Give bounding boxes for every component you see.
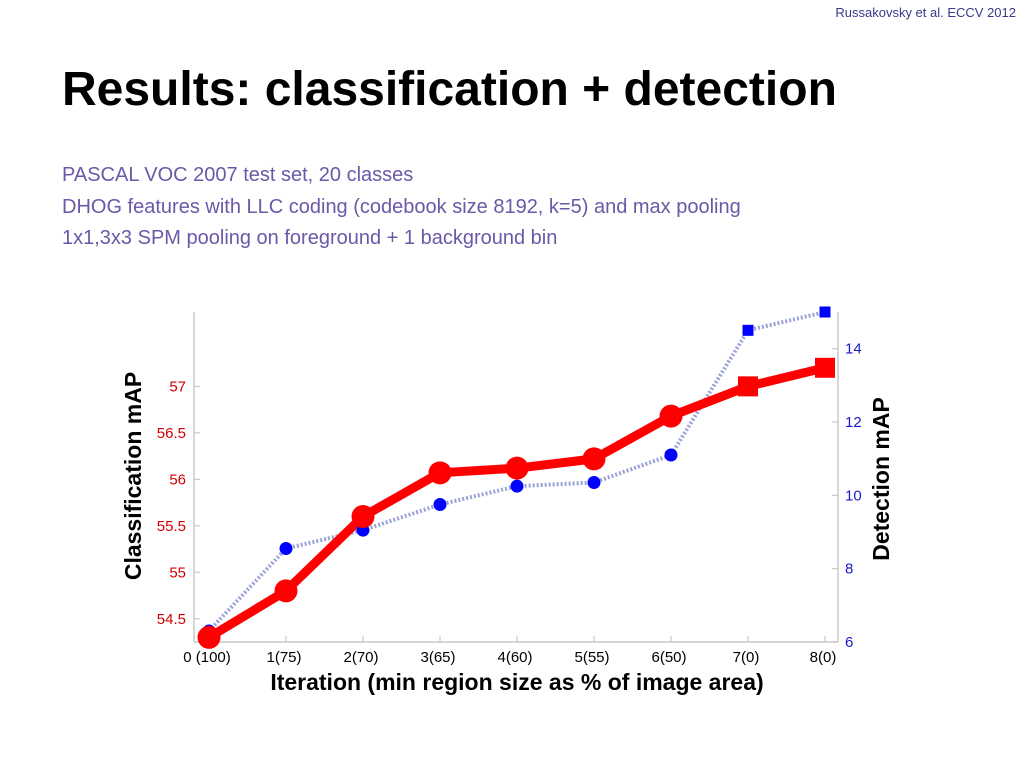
classification-series-line	[206, 363, 827, 642]
slide-title: Results: classification + detection	[62, 63, 837, 116]
right-tick-label: 10	[845, 487, 862, 504]
right-tick-label: 14	[845, 341, 862, 358]
classification-point	[197, 625, 221, 649]
y2-axis-title: Detection mAP	[868, 397, 894, 561]
right-tick-label: 6	[845, 634, 853, 651]
classification-point	[428, 461, 452, 485]
left-tick-label: 54.5	[157, 611, 186, 628]
x-tick-label: 0 (100)	[183, 649, 231, 666]
classification-point	[659, 404, 683, 428]
subtitle-line-dataset: PASCAL VOC 2007 test set, 20 classes	[62, 164, 414, 186]
detection-point	[510, 479, 524, 493]
detection-point	[742, 324, 754, 336]
classification-point	[505, 456, 529, 480]
left-tick-label: 56.5	[157, 425, 186, 442]
right-axis-ticks: 6 8 10 12 14	[832, 341, 862, 651]
detection-point	[664, 448, 678, 462]
classification-point	[738, 376, 758, 397]
subtitle-line-features: DHOG features with LLC coding (codebook …	[62, 195, 741, 218]
detection-point	[819, 306, 831, 318]
subtitle-block: PASCAL VOC 2007 test set, 20 classes DHO…	[62, 160, 741, 255]
x-tick-label: 1(75)	[266, 649, 301, 666]
x-tick-label: 2(70)	[343, 649, 378, 666]
x-tick-label: 6(50)	[651, 649, 686, 666]
x-tick-label: 8(0)	[810, 649, 837, 666]
x-axis-title: Iteration (min region size as % of image…	[270, 669, 763, 695]
x-tick-label: 4(60)	[497, 649, 532, 666]
classification-point	[582, 447, 606, 471]
right-tick-label: 8	[845, 561, 853, 578]
classification-point	[815, 357, 835, 378]
citation: Russakovsky et al. ECCV 2012	[835, 5, 1016, 20]
left-tick-label: 56	[169, 471, 186, 488]
subtitle-line-pooling: 1x1,3x3 SPM pooling on foreground + 1 ba…	[62, 227, 558, 249]
left-axis-ticks: 54.5 55 55.5 56 56.5 57	[157, 378, 200, 628]
left-tick-label: 55.5	[157, 518, 186, 535]
x-tick-label: 5(55)	[574, 649, 609, 666]
classification-point	[351, 505, 375, 529]
y-axis-title: Classification mAP	[120, 372, 146, 580]
right-tick-label: 12	[845, 414, 862, 431]
detection-point	[587, 476, 601, 489]
left-tick-label: 55	[169, 564, 186, 581]
x-axis-ticks: 0 (100) 1(75) 2(70) 3(65) 4(60) 5(55) 6(50) 7(0…	[183, 636, 836, 666]
series-layer	[197, 306, 835, 649]
detection-point	[279, 542, 293, 555]
detection-point	[433, 498, 447, 511]
classification-point	[274, 579, 298, 603]
x-tick-label: 7(0)	[733, 649, 760, 666]
left-tick-label: 57	[169, 378, 186, 395]
x-tick-label: 3(65)	[420, 649, 455, 666]
